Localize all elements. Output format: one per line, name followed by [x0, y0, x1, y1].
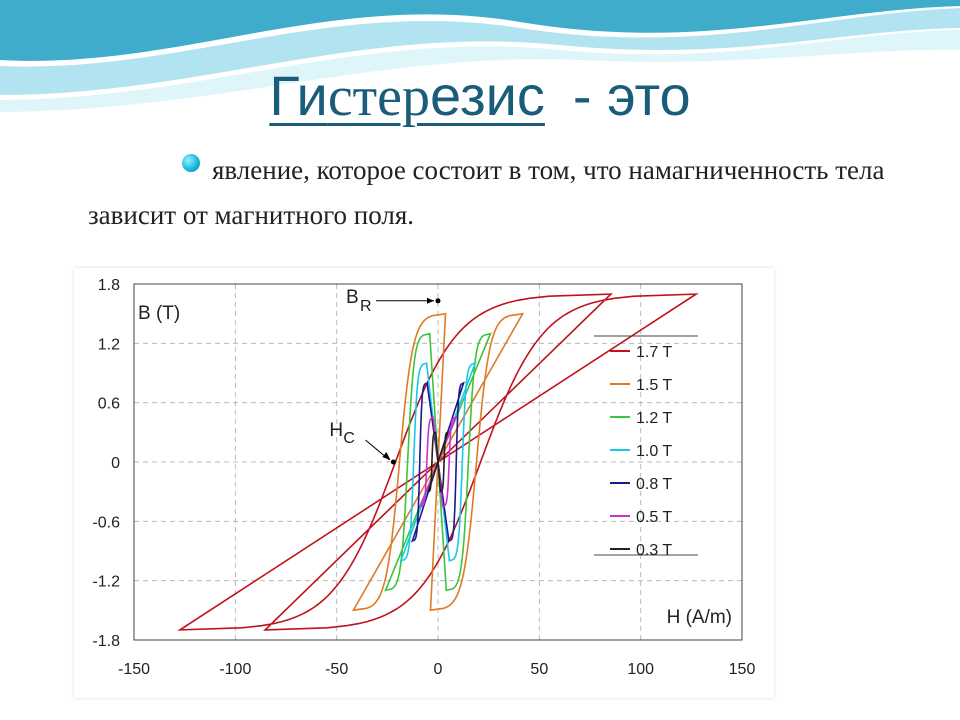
y-tick-label: 0.6 — [98, 396, 120, 413]
x-tick-label: 150 — [729, 661, 756, 678]
legend-label: 0.3 T — [636, 542, 672, 559]
hc-label: H — [329, 420, 343, 441]
hc-label-subscript: C — [343, 430, 355, 447]
hysteresis-loop-15 — [351, 312, 525, 612]
hc-arrowhead — [382, 452, 391, 460]
y-tick-label: 1.8 — [98, 277, 120, 294]
x-axis-label: H (A/m) — [667, 607, 732, 628]
y-tick-label: -0.6 — [92, 514, 120, 531]
br-point — [435, 298, 441, 304]
x-tick-label: 50 — [530, 661, 548, 678]
legend-label: 1.5 T — [636, 377, 672, 394]
hysteresis-loop-05 — [419, 416, 457, 508]
legend-label: 0.8 T — [636, 476, 672, 493]
y-tick-label: -1.2 — [92, 574, 120, 591]
legend-label: 0.5 T — [636, 509, 672, 526]
page-title: Гистерезис - это — [0, 56, 960, 137]
hysteresis-loop-12 — [384, 332, 492, 592]
legend-label: 1.0 T — [636, 443, 672, 460]
hc-point — [390, 459, 396, 465]
hysteresis-loop-03 — [426, 431, 450, 493]
hysteresis-curves — [177, 293, 699, 631]
legend: 1.7 T 1.5 T 1.2 T 1.0 T 0.8 T 0.5 T 0.3 T — [594, 335, 698, 559]
title-term-part-4: зис — [459, 64, 545, 127]
axis-tick-labels: -150 -100 -50 0 50 100 150 1.8 1.2 0.6 0 -0.6 -1.2 -1… — [92, 277, 755, 678]
y-tick-label: 0 — [111, 455, 120, 472]
gridlines — [134, 284, 742, 640]
chart-canvas: -150 -100 -50 0 50 100 150 1.8 1.2 0.6 0 -0.6 -1.2 -1… — [92, 277, 755, 678]
x-tick-label: 100 — [627, 661, 654, 678]
legend-label: 1.2 T — [636, 410, 672, 427]
br-arrowhead — [427, 297, 434, 304]
hysteresis-loop-08 — [411, 381, 465, 543]
title-suffix: - это — [572, 64, 691, 127]
wave-band-light — [0, 8, 960, 95]
wave-band-dark — [0, 0, 960, 61]
annotations: B R H C — [329, 287, 441, 465]
title-term: Гистерезис — [269, 64, 545, 128]
y-tick-label: -1.8 — [92, 633, 120, 650]
br-label: B — [346, 287, 359, 308]
title-term-part-2: стер — [327, 66, 431, 128]
hysteresis-loop-10 — [399, 361, 477, 563]
bullet-icon — [182, 154, 200, 172]
definition-text: явление, которое состоит в том, что нама… — [88, 155, 885, 230]
title-term-part-1: Ги — [269, 64, 328, 127]
x-tick-label: -150 — [118, 661, 150, 678]
x-tick-label: 0 — [434, 661, 443, 678]
decorative-wave-header — [0, 0, 960, 112]
br-label-subscript: R — [360, 298, 372, 315]
hysteresis-chart: -150 -100 -50 0 50 100 150 1.8 1.2 0.6 0 -0.6 -1.2 -1… — [74, 268, 774, 698]
plot-area-border — [133, 283, 743, 641]
x-tick-label: -50 — [325, 661, 348, 678]
y-axis-label: B (T) — [138, 303, 180, 324]
wave-band-lighter — [0, 30, 960, 112]
x-tick-label: -100 — [219, 661, 251, 678]
title-term-part-3: е — [430, 64, 460, 127]
legend-label: 1.7 T — [636, 344, 672, 361]
y-tick-label: 1.2 — [98, 336, 120, 353]
